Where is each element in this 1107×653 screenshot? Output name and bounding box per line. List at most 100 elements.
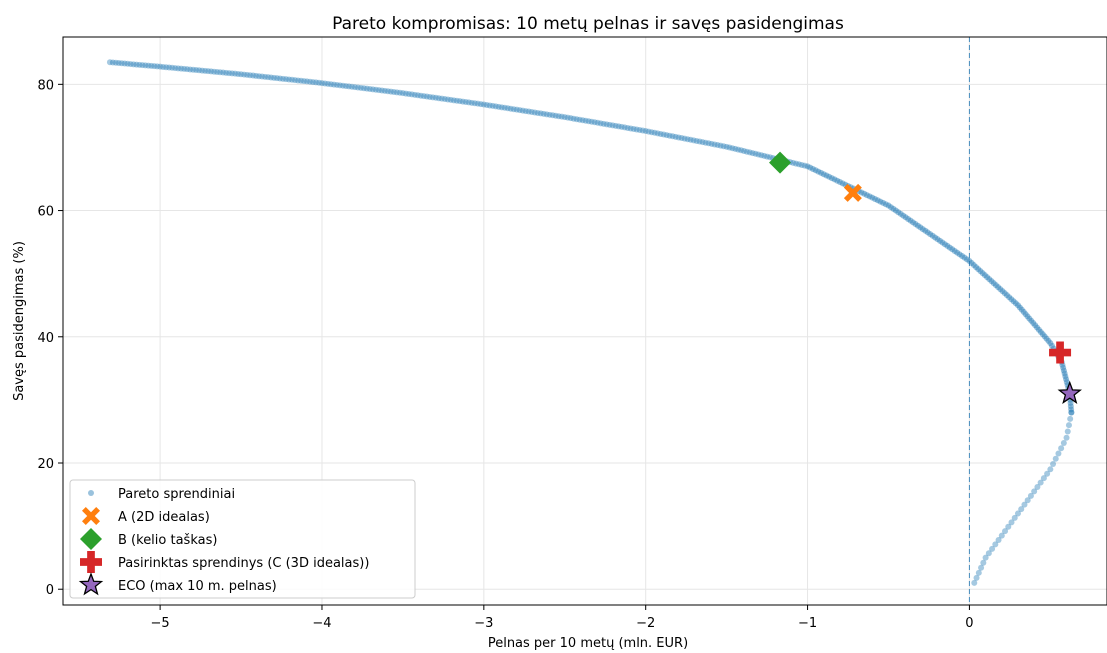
pareto-point xyxy=(979,270,986,277)
pareto-point xyxy=(447,96,454,103)
pareto-point xyxy=(561,114,568,121)
pareto-point xyxy=(441,96,448,103)
pareto-point xyxy=(564,114,571,121)
pareto-point xyxy=(609,122,616,129)
pareto-point xyxy=(169,64,176,71)
legend-marker-diamond xyxy=(80,528,102,550)
pareto-point xyxy=(1020,308,1027,315)
pareto-point xyxy=(232,70,239,77)
pareto-point xyxy=(1021,501,1028,508)
pareto-point xyxy=(946,244,953,251)
pareto-point xyxy=(961,254,968,261)
pareto-point xyxy=(390,89,397,96)
pareto-point xyxy=(504,105,511,112)
marker-X xyxy=(843,183,862,202)
x-tick-label: −2 xyxy=(636,616,655,631)
pareto-point xyxy=(726,144,733,151)
pareto-point xyxy=(956,251,963,258)
pareto-point xyxy=(1063,434,1070,441)
pareto-point xyxy=(522,108,529,115)
pareto-point xyxy=(973,574,980,581)
pareto-point xyxy=(1052,455,1059,462)
pareto-point xyxy=(887,204,894,211)
pareto-point xyxy=(636,127,643,134)
pareto-point xyxy=(1014,302,1021,309)
pareto-point xyxy=(951,247,958,254)
pareto-point xyxy=(606,121,613,128)
pareto-point xyxy=(603,121,610,128)
pareto-point xyxy=(136,61,143,68)
pareto-point xyxy=(591,119,598,126)
pareto-point xyxy=(872,195,878,202)
pareto-point xyxy=(978,564,985,571)
pareto-point xyxy=(705,140,712,147)
pareto-point xyxy=(995,536,1002,543)
legend-label: Pasirinktas sprendinys (C (3D idealas)) xyxy=(118,556,369,571)
x-tick-label: 0 xyxy=(965,616,973,631)
pareto-point xyxy=(528,109,535,116)
pareto-point xyxy=(438,95,445,102)
pareto-point xyxy=(1039,331,1046,338)
pareto-point xyxy=(642,128,649,135)
pareto-point xyxy=(1034,483,1041,490)
pareto-points xyxy=(106,59,1075,586)
pareto-point xyxy=(357,84,364,91)
pareto-point xyxy=(1014,510,1021,517)
pareto-point xyxy=(229,70,236,77)
pareto-point xyxy=(672,133,679,140)
pareto-point xyxy=(966,258,973,265)
pareto-point xyxy=(453,97,460,104)
y-tick-label: 40 xyxy=(37,331,54,346)
pareto-point xyxy=(133,61,140,68)
pareto-point xyxy=(1067,403,1074,410)
pareto-point xyxy=(292,77,298,84)
pareto-point xyxy=(303,78,310,85)
pareto-point xyxy=(992,282,999,289)
pareto-point xyxy=(235,70,242,77)
pareto-point xyxy=(399,90,406,97)
pareto-point xyxy=(795,161,802,168)
pareto-point xyxy=(790,159,797,166)
pareto-point xyxy=(181,65,188,72)
pareto-point xyxy=(220,69,227,76)
x-tick-label: −1 xyxy=(798,616,817,631)
pareto-point xyxy=(300,78,307,85)
pareto-point xyxy=(1026,315,1033,322)
pareto-point xyxy=(1047,340,1054,347)
legend-label: Pareto sprendiniai xyxy=(118,487,235,502)
pareto-point xyxy=(582,117,589,124)
pareto-point xyxy=(1044,470,1051,477)
pareto-point xyxy=(892,207,899,214)
pareto-point xyxy=(809,165,816,172)
x-tick-label: −4 xyxy=(312,616,331,631)
pareto-point xyxy=(417,92,424,99)
pareto-point xyxy=(546,111,553,118)
pareto-point xyxy=(804,163,811,170)
pareto-point xyxy=(1002,528,1009,535)
pareto-point xyxy=(963,256,970,263)
y-tick-label: 0 xyxy=(46,583,54,598)
pareto-point xyxy=(375,87,382,94)
pareto-point xyxy=(130,61,137,68)
pareto-point xyxy=(820,171,827,178)
pareto-point xyxy=(995,284,1002,291)
pareto-point xyxy=(959,252,966,259)
pareto-point xyxy=(714,142,721,149)
pareto-point xyxy=(1041,333,1048,340)
pareto-point xyxy=(142,62,149,69)
pareto-point xyxy=(1001,290,1008,297)
pareto-point xyxy=(516,107,523,114)
pareto-point xyxy=(543,111,550,118)
pareto-point xyxy=(109,59,116,66)
pareto-point xyxy=(907,217,914,224)
pareto-point xyxy=(369,86,376,93)
pareto-point xyxy=(941,241,948,248)
pareto-point xyxy=(720,143,727,150)
pareto-point xyxy=(1034,324,1041,331)
pareto-point xyxy=(309,79,316,86)
pareto-point xyxy=(396,89,403,96)
pareto-point xyxy=(277,75,284,82)
pareto-point xyxy=(834,177,841,184)
pareto-point xyxy=(621,124,628,131)
